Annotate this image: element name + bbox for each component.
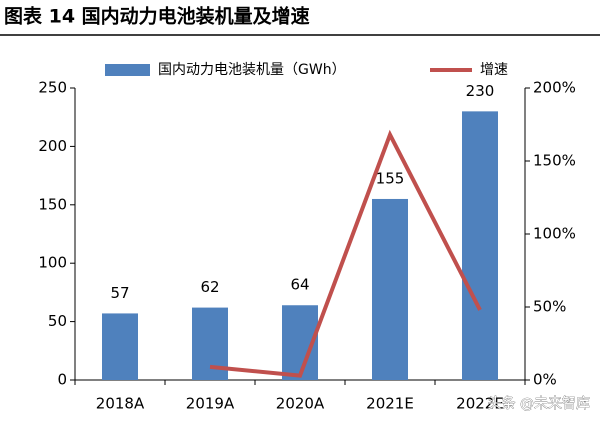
bar	[372, 198, 408, 380]
value-label: 155	[376, 169, 405, 187]
x-tick-label: 2020A	[276, 395, 325, 413]
line-series	[209, 129, 482, 378]
y2-tick-label: 150%	[533, 152, 576, 170]
x-tick-label: 2021E	[366, 395, 414, 413]
y2-tick-label: 0%	[533, 371, 557, 389]
bar	[102, 313, 138, 380]
legend-label: 国内动力电池装机量（GWh）	[158, 62, 346, 78]
y2-tick-label: 50%	[533, 298, 566, 316]
y2-tick-label: 100%	[533, 225, 576, 243]
y-tick-label: 0	[57, 371, 67, 389]
legend-swatch	[105, 64, 150, 76]
y-tick-label: 50	[48, 312, 67, 330]
x-tick-label: 2019A	[186, 395, 235, 413]
bar	[462, 111, 498, 381]
watermark: 头条 @未来智库	[488, 395, 590, 412]
y2-tick-label: 200%	[533, 79, 576, 97]
value-label: 64	[290, 276, 309, 294]
y-tick-label: 150	[38, 195, 67, 213]
y-tick-label: 100	[38, 254, 67, 272]
x-tick-label: 2018A	[96, 395, 145, 413]
y-tick-label: 250	[38, 79, 67, 97]
value-label: 57	[110, 284, 129, 302]
chart-title: 图表 14 国内动力电池装机量及增速	[4, 5, 310, 28]
value-label: 230	[466, 82, 495, 100]
y-tick-label: 200	[38, 137, 67, 155]
legend-label: 增速	[480, 62, 508, 78]
value-label: 62	[200, 278, 219, 296]
x-tick-label: 2022E	[456, 395, 504, 413]
